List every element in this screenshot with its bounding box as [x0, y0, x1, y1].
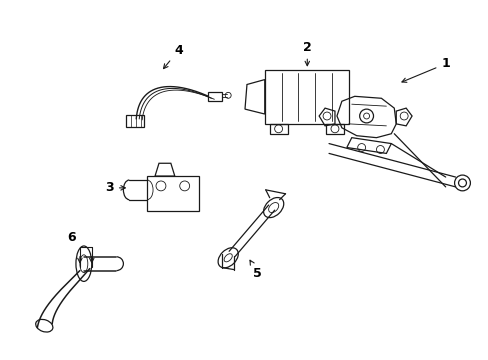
Bar — [325, 124, 343, 134]
Text: 5: 5 — [249, 260, 262, 280]
Bar — [126, 115, 144, 127]
Text: 2: 2 — [302, 41, 311, 66]
Bar — [264, 70, 348, 124]
Text: 1: 1 — [401, 57, 449, 82]
Text: 6: 6 — [67, 231, 76, 244]
Text: 3: 3 — [105, 181, 125, 194]
Bar — [269, 124, 287, 134]
Bar — [147, 176, 198, 211]
Bar — [208, 93, 222, 101]
Text: 4: 4 — [163, 44, 183, 69]
